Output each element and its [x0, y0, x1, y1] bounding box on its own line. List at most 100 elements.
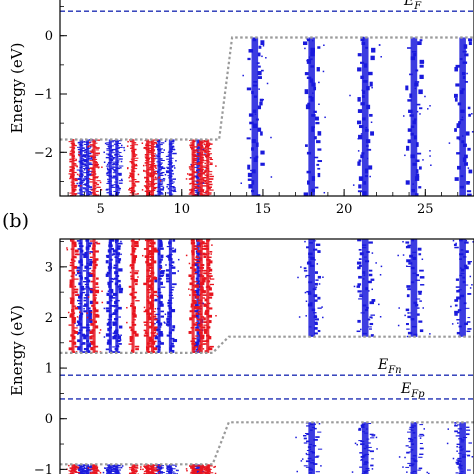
state-dot — [167, 187, 170, 190]
state-mark — [306, 440, 310, 443]
state-dot — [123, 149, 126, 152]
state-column — [351, 239, 383, 474]
state-mark — [193, 314, 199, 318]
state-mark — [314, 332, 318, 335]
state-mark — [159, 301, 163, 305]
state-mark — [406, 451, 410, 454]
state-core — [131, 239, 135, 353]
state-mark — [208, 180, 212, 183]
state-dot — [451, 323, 454, 325]
state-mark — [129, 140, 133, 143]
state-column — [103, 139, 119, 196]
state-dot — [157, 469, 160, 471]
state-mark — [159, 188, 164, 190]
state-mark — [356, 261, 362, 265]
state-dot — [426, 471, 428, 474]
state-dot — [87, 146, 89, 148]
state-mark — [209, 345, 214, 348]
state-mark — [454, 66, 459, 72]
state-dot — [197, 465, 200, 467]
state-dot — [155, 335, 158, 337]
state-mark — [118, 258, 122, 261]
state-dot — [151, 339, 154, 341]
state-mark — [107, 178, 111, 180]
state-dot — [371, 317, 373, 319]
state-mark — [202, 294, 207, 296]
state-mark — [143, 282, 148, 286]
state-dot — [103, 467, 106, 469]
state-dot — [91, 149, 94, 151]
state-mark — [468, 169, 473, 174]
state-mark — [194, 310, 199, 313]
state-mark — [94, 250, 99, 253]
state-dot — [101, 290, 103, 293]
state-core — [206, 239, 210, 353]
state-dot — [360, 328, 362, 331]
state-mark — [112, 148, 116, 151]
state-column — [86, 239, 104, 474]
state-mark — [359, 452, 363, 454]
state-dot — [198, 180, 200, 183]
state-mark — [77, 299, 82, 302]
state-mark — [208, 287, 212, 291]
state-dot — [155, 142, 158, 145]
state-mark — [147, 183, 153, 185]
state-mark — [95, 162, 98, 164]
state-mark — [209, 283, 215, 286]
state-mark — [195, 335, 199, 337]
state-mark — [194, 273, 198, 275]
state-dot — [89, 252, 91, 255]
state-mark — [370, 131, 375, 136]
state-mark — [74, 179, 78, 182]
state-mark — [197, 245, 201, 248]
state-mark — [418, 166, 422, 170]
state-core — [86, 464, 90, 474]
state-dot — [169, 241, 171, 243]
state-mark — [200, 343, 205, 345]
state-mark — [159, 264, 162, 267]
state-mark — [81, 326, 86, 329]
state-mark — [189, 169, 194, 171]
state-mark — [129, 336, 134, 340]
state-dot — [141, 142, 144, 144]
state-mark — [203, 471, 207, 473]
state-dot — [128, 176, 130, 179]
state-dot — [258, 88, 260, 90]
state-mark — [132, 330, 137, 334]
state-mark — [418, 320, 423, 323]
state-mark — [208, 347, 213, 351]
state-dot — [323, 191, 326, 194]
state-mark — [96, 183, 100, 186]
state-mark — [110, 186, 116, 188]
state-mark — [148, 190, 153, 192]
state-dot — [455, 242, 457, 245]
state-mark — [154, 298, 158, 302]
state-dot — [262, 98, 264, 101]
state-dot — [126, 321, 128, 324]
state-dot — [81, 141, 84, 144]
state-dot — [107, 466, 110, 468]
state-dot — [157, 171, 159, 173]
state-mark — [304, 144, 308, 147]
state-core — [92, 464, 96, 474]
state-mark — [204, 304, 208, 307]
state-core — [146, 464, 150, 474]
state-mark — [202, 340, 207, 343]
state-mark — [464, 53, 469, 57]
state-mark — [74, 307, 79, 310]
state-mark — [312, 248, 318, 251]
state-mark — [467, 193, 472, 196]
state-mark — [89, 191, 94, 194]
state-dot — [174, 248, 177, 251]
state-dot — [375, 262, 377, 264]
state-mark — [158, 333, 164, 337]
state-mark — [89, 261, 94, 264]
state-dot — [107, 145, 110, 148]
state-dot — [119, 284, 121, 286]
state-mark — [202, 140, 206, 142]
state-mark — [207, 256, 212, 258]
state-dot — [113, 253, 115, 256]
state-mark — [132, 314, 137, 318]
state-dot — [188, 331, 191, 334]
state-mark — [74, 291, 78, 294]
